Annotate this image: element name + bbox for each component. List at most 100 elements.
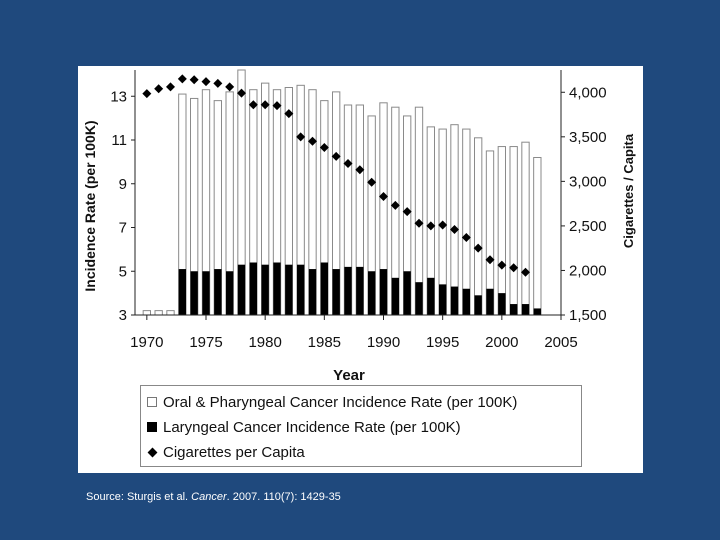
y-tick-label: 3	[119, 307, 127, 324]
laryngeal-bar	[178, 269, 187, 315]
y2-tick-label: 1,500	[569, 307, 607, 324]
laryngeal-bar	[356, 266, 364, 315]
cigarettes-point	[213, 78, 223, 88]
cigarettes-point	[497, 260, 507, 270]
cigarettes-point	[308, 136, 317, 146]
open-bar-swatch-icon	[147, 397, 157, 407]
oral-bar	[533, 157, 542, 316]
cigarettes-point	[414, 218, 424, 228]
laryngeal-bar	[261, 264, 269, 315]
cigarettes-point	[201, 77, 211, 87]
x-tick-label: 2005	[544, 334, 577, 351]
laryngeal-bar	[462, 288, 471, 315]
cigarettes-point	[177, 74, 187, 84]
laryngeal-bar	[190, 271, 198, 315]
legend-label-cigarettes: Cigarettes per Capita	[163, 443, 305, 461]
cigarettes-point	[461, 232, 471, 242]
cigarettes-point	[473, 243, 483, 253]
cigarettes-point	[331, 151, 341, 161]
axes-layer: 3 5 7 9 11 13 1,500 2,000 2,500 3,000 3,500 4,000 19…	[110, 70, 607, 351]
cigarettes-point	[390, 200, 400, 210]
cigarettes-point	[296, 132, 306, 142]
cigarettes-point	[367, 177, 377, 187]
laryngeal-bar	[486, 288, 494, 315]
cigarettes-point	[154, 84, 164, 94]
legend-item-oral: Oral & Pharyngeal Cancer Incidence Rate …	[147, 391, 517, 413]
cigarettes-point	[450, 224, 459, 234]
laryngeal-bar	[391, 277, 400, 315]
cigarettes-point	[225, 82, 235, 92]
laryngeal-bar	[202, 271, 210, 315]
laryngeal-bar	[273, 262, 281, 315]
x-tick-label: 1980	[248, 334, 281, 351]
cigarettes-point	[509, 263, 519, 273]
cigarettes-point	[284, 109, 294, 119]
x-tick-label: 1975	[189, 334, 222, 351]
laryngeal-bar	[308, 269, 317, 315]
laryngeal-bar	[296, 264, 305, 315]
laryngeal-bar	[403, 271, 411, 315]
oral-bar	[450, 124, 459, 316]
legend-label-oral: Oral & Pharyngeal Cancer Incidence Rate …	[163, 393, 518, 411]
y2-tick-label: 2,500	[569, 218, 607, 235]
chart: 3 5 7 9 11 13 1,500 2,000 2,500 3,000 3,500 4,000 19…	[82, 69, 636, 384]
caption-suffix: . 2007. 110(7): 1429-35	[226, 491, 341, 503]
source-caption: Source: Sturgis et al. Cancer. 2007. 110…	[86, 491, 341, 503]
laryngeal-bar	[379, 269, 388, 315]
cigarettes-point	[485, 255, 495, 265]
laryngeal-bar	[438, 284, 447, 315]
laryngeal-bar	[225, 271, 234, 315]
legend-item-laryngeal: Laryngeal Cancer Incidence Rate (per 100…	[147, 416, 461, 438]
y-tick-label: 7	[119, 220, 127, 237]
laryngeal-bar	[344, 266, 352, 315]
figure-panel: 3 5 7 9 11 13 1,500 2,000 2,500 3,000 3,500 4,000 19…	[78, 66, 643, 473]
laryngeal-bar	[332, 269, 340, 315]
oral-bar	[154, 310, 163, 316]
x-tick-label: 1970	[130, 334, 163, 351]
cigarettes-point	[521, 267, 530, 277]
x-tick-label: 1985	[308, 334, 341, 351]
oral-bar	[497, 146, 507, 316]
laryngeal-bar	[367, 271, 376, 315]
laryngeal-bar	[415, 282, 423, 315]
cigarettes-point	[426, 221, 436, 231]
cigarettes-point	[166, 82, 175, 92]
laryngeal-bar	[474, 295, 482, 315]
oral-bar	[166, 310, 175, 316]
y-tick-label: 13	[110, 88, 127, 105]
cigarettes-point	[248, 100, 258, 110]
y2-tick-label: 3,500	[569, 129, 607, 146]
laryngeal-bar	[521, 304, 530, 315]
laryngeal-bar	[249, 262, 258, 315]
x-tick-label: 1995	[426, 334, 459, 351]
cigarettes-point	[402, 207, 412, 217]
cigarettes-point	[260, 100, 270, 110]
x-tick-label: 2000	[485, 334, 518, 351]
laryngeal-bar	[214, 269, 222, 315]
y2-axis-label: Cigarettes / Capita	[621, 133, 636, 248]
x-tick-label: 1990	[367, 334, 400, 351]
y2-tick-label: 4,000	[569, 84, 607, 101]
oral-bar	[473, 137, 483, 316]
points-layer	[142, 74, 530, 277]
laryngeal-bar	[498, 293, 506, 315]
laryngeal-bar	[320, 262, 329, 315]
y2-tick-label: 2,000	[569, 262, 607, 279]
laryngeal-bar	[450, 286, 459, 315]
laryngeal-bar	[427, 277, 435, 315]
caption-prefix: Source: Sturgis et al.	[86, 491, 192, 503]
oral-bar	[521, 141, 530, 316]
y-tick-label: 9	[119, 176, 127, 193]
legend-label-laryngeal: Laryngeal Cancer Incidence Rate (per 100…	[163, 418, 461, 436]
oral-bar	[462, 128, 471, 316]
cigarettes-point	[189, 75, 199, 85]
laryngeal-bar	[237, 264, 246, 315]
legend-item-cigarettes: Cigarettes per Capita	[147, 441, 305, 463]
diamond-swatch-icon	[147, 447, 158, 457]
bars-layer	[142, 69, 542, 316]
cigarettes-point	[272, 101, 282, 111]
cigarettes-point	[319, 143, 329, 153]
cigarettes-point	[237, 88, 246, 98]
cigarettes-point	[142, 89, 152, 99]
laryngeal-bar	[509, 304, 518, 315]
